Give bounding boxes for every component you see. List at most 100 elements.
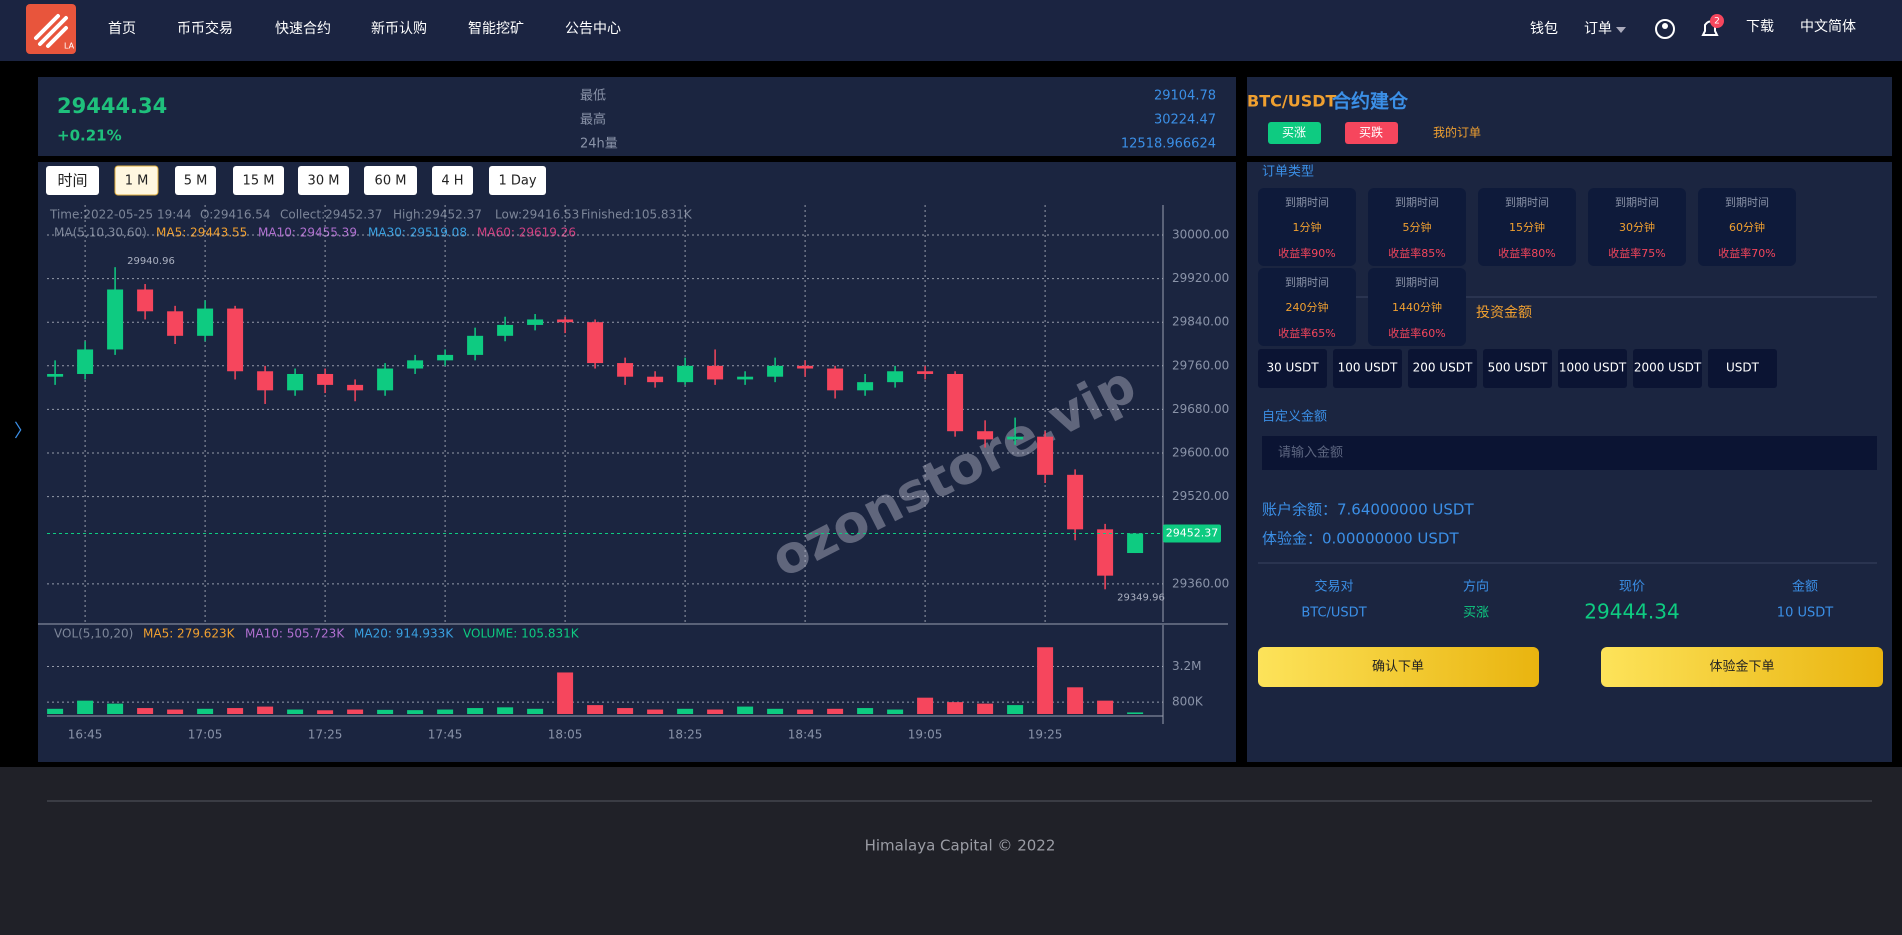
interval-button[interactable] — [432, 166, 473, 195]
chart-panel — [38, 162, 1236, 762]
language-link[interactable]: 中文简体 — [1800, 18, 1856, 35]
card-rate: 收益率90% — [1278, 246, 1335, 260]
amount-placeholder: 请输入金额 — [1278, 445, 1343, 461]
y-tick-label: 29840.00 — [1172, 315, 1229, 329]
duration-card[interactable] — [1478, 188, 1576, 266]
volume-bar — [1127, 712, 1144, 714]
interval-button[interactable] — [489, 166, 546, 195]
stat-label: 最高 — [580, 112, 606, 128]
candle-body — [1097, 529, 1114, 576]
y-tick-label: 29360.00 — [1172, 576, 1229, 590]
nav-link[interactable]: 智能挖矿 — [468, 21, 524, 37]
volume-bar — [347, 709, 364, 714]
interval-button[interactable] — [175, 166, 216, 195]
nav-link[interactable]: 新币认购 — [371, 21, 427, 37]
candle-body — [347, 384, 364, 391]
duration-card[interactable] — [1368, 188, 1466, 266]
duration-card[interactable] — [1368, 268, 1466, 346]
interval-button[interactable] — [114, 165, 159, 196]
amount-button[interactable] — [1258, 349, 1327, 388]
interval-button[interactable] — [298, 166, 349, 195]
orders-link[interactable]: 订单 — [1584, 21, 1612, 37]
buy-up-tab[interactable] — [1268, 122, 1321, 144]
max-label: 29940.96 — [127, 256, 175, 267]
card-time: 240分钟 — [1286, 300, 1329, 314]
nav-link[interactable]: 快速合约 — [275, 21, 331, 37]
candle-body — [287, 373, 304, 391]
buy-up-tab-label: 买涨 — [1282, 125, 1306, 140]
candle-body — [527, 319, 544, 325]
trial-order-button[interactable] — [1601, 647, 1883, 687]
volume-bar — [737, 706, 754, 714]
candle-body — [857, 382, 874, 391]
interval-button[interactable] — [233, 166, 284, 195]
buy-down-tab[interactable] — [1345, 122, 1398, 144]
dropdown-caret — [1616, 27, 1626, 33]
footer-text: Himalaya Capital © 2022 — [865, 837, 1056, 855]
interval-button[interactable] — [46, 166, 99, 195]
card-label: 到期时间 — [1285, 276, 1329, 289]
duration-card[interactable] — [1588, 188, 1686, 266]
table-value: 10 USDT — [1777, 606, 1833, 621]
amount-label: 500 USDT — [1488, 361, 1548, 375]
amount-input[interactable] — [1262, 436, 1877, 470]
amount-button[interactable] — [1483, 349, 1552, 388]
amount-button[interactable] — [1558, 349, 1627, 388]
volume-bar — [707, 709, 724, 714]
order-type-label: 订单类型 — [1262, 165, 1314, 180]
change: +0.21% — [57, 127, 122, 145]
candle-body — [197, 308, 214, 336]
nav-link[interactable]: 首页 — [108, 21, 136, 37]
interval-label: 4 H — [441, 174, 463, 189]
interval-label: 时间 — [57, 172, 87, 190]
amount-button[interactable] — [1633, 349, 1702, 388]
card-label: 到期时间 — [1615, 196, 1659, 209]
y-tick-label: 29760.00 — [1172, 358, 1229, 372]
candle-body — [1037, 436, 1054, 475]
card-time: 15分钟 — [1509, 220, 1545, 234]
volume-bar — [947, 702, 964, 714]
interval-label: 30 M — [308, 174, 340, 189]
wallet-link[interactable]: 钱包 — [1530, 21, 1558, 37]
stats-panel — [38, 77, 1236, 156]
my-orders[interactable]: 我的订单 — [1433, 125, 1481, 140]
candle-body — [887, 371, 904, 383]
volume-bar — [587, 705, 604, 714]
download-link[interactable]: 下载 — [1746, 19, 1774, 35]
nav-link[interactable]: 公告中心 — [565, 21, 621, 37]
confirm-button[interactable] — [1258, 647, 1539, 687]
amount-button[interactable] — [1708, 349, 1777, 388]
x-tick-label: 18:25 — [668, 728, 703, 742]
side-arrow[interactable]: 〉 — [14, 421, 32, 442]
duration-card[interactable] — [1258, 188, 1356, 266]
volume-tick-label: 3.2M — [1172, 659, 1201, 673]
volume-bar — [917, 697, 934, 714]
duration-card[interactable] — [1698, 188, 1796, 266]
duration-card[interactable] — [1258, 268, 1356, 346]
interval-button[interactable] — [364, 166, 417, 195]
user-icon[interactable] — [1655, 19, 1675, 39]
card-rate: 收益率80% — [1498, 246, 1555, 260]
candle-body — [677, 365, 694, 383]
volume-bar — [767, 708, 784, 714]
y-tick-label: 30000.00 — [1172, 227, 1229, 241]
interval-label: 1 Day — [498, 174, 536, 189]
amount-button[interactable] — [1408, 349, 1477, 388]
custom-label: 自定义金额 — [1262, 409, 1327, 425]
nav-link[interactable]: 币币交易 — [177, 20, 233, 37]
amount-label: 200 USDT — [1413, 361, 1473, 375]
candle-body — [827, 368, 844, 391]
volume-tick-label: 800K — [1172, 695, 1204, 709]
trade-head-panel — [1247, 77, 1892, 156]
header-bar — [0, 0, 1902, 61]
trade-title: 合约建仓 — [1332, 90, 1409, 113]
stat-value: 30224.47 — [1154, 113, 1216, 128]
table-header: 现价 — [1619, 580, 1645, 595]
logo[interactable] — [26, 4, 76, 54]
x-tick-label: 19:25 — [1028, 728, 1063, 742]
amount-button[interactable] — [1333, 349, 1402, 388]
ma-info: MA10: 29455.39 — [258, 226, 357, 240]
candle-body — [737, 376, 754, 380]
info-text: Finished:105.831K — [581, 208, 693, 222]
trial-balance: 体验金：0.00000000 USDT — [1262, 530, 1459, 548]
